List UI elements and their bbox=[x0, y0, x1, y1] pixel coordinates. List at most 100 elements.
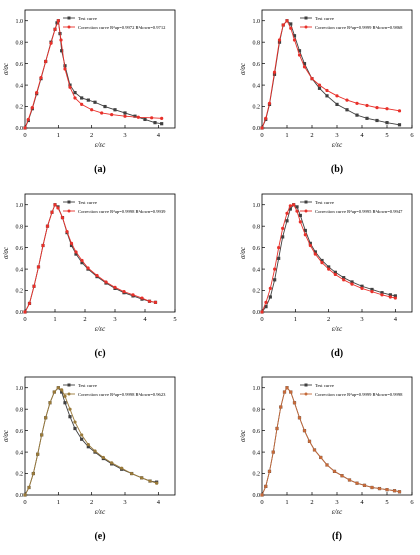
series-correction-curve bbox=[260, 19, 402, 130]
data-point bbox=[160, 122, 164, 126]
data-point bbox=[122, 290, 126, 294]
data-point bbox=[332, 469, 337, 473]
data-point bbox=[340, 474, 344, 478]
y-tick-label: 0.6 bbox=[16, 246, 24, 252]
data-point bbox=[80, 96, 84, 100]
x-tick-label: 2 bbox=[90, 499, 93, 506]
legend-entry: Test curve bbox=[78, 16, 97, 21]
y-tick-label: 0.6 bbox=[253, 246, 261, 252]
data-point bbox=[277, 38, 282, 42]
data-point bbox=[285, 19, 289, 23]
y-tick-label: 0.8 bbox=[253, 407, 261, 413]
series-correction-curve bbox=[23, 386, 159, 497]
data-point bbox=[123, 114, 127, 118]
data-point bbox=[56, 386, 60, 390]
data-point bbox=[289, 22, 293, 26]
data-point bbox=[23, 310, 27, 314]
data-point bbox=[302, 65, 307, 69]
data-point bbox=[345, 98, 349, 102]
data-point bbox=[370, 290, 374, 294]
series-line bbox=[261, 386, 400, 496]
panel-label: (d) bbox=[331, 348, 343, 359]
legend-marker bbox=[67, 16, 71, 20]
data-point bbox=[303, 228, 307, 233]
x-tick-label: 4 bbox=[360, 132, 364, 139]
data-point bbox=[385, 488, 389, 492]
data-point bbox=[110, 112, 114, 117]
y-tick-label: 0.4 bbox=[16, 83, 24, 89]
legend-entry: Correction curve R²up=0.9972 R²down=0.97… bbox=[78, 25, 166, 30]
data-point bbox=[80, 433, 84, 437]
data-point bbox=[36, 265, 41, 269]
data-point bbox=[333, 270, 337, 274]
x-tick-label: 0 bbox=[260, 316, 263, 323]
data-point bbox=[285, 211, 289, 215]
y-tick-label: 0.0 bbox=[16, 310, 24, 316]
legend-marker bbox=[304, 16, 308, 20]
y-tick-label: 0.8 bbox=[253, 224, 261, 230]
data-point bbox=[375, 118, 379, 123]
data-point bbox=[297, 49, 302, 53]
data-point bbox=[90, 108, 94, 112]
data-point bbox=[277, 256, 281, 260]
data-point bbox=[133, 114, 137, 118]
y-tick-label: 0.6 bbox=[16, 62, 24, 68]
x-axis-label: ε/εc bbox=[332, 141, 343, 149]
y-axis-label: σ/σc bbox=[2, 246, 10, 259]
data-point bbox=[80, 437, 84, 441]
data-point bbox=[350, 280, 354, 284]
data-point bbox=[160, 116, 164, 120]
series-test-curve bbox=[260, 203, 397, 314]
panel-label: (f) bbox=[332, 531, 342, 542]
y-tick-label: 0.4 bbox=[253, 83, 261, 89]
data-point bbox=[153, 300, 158, 304]
data-point bbox=[277, 246, 281, 250]
x-tick-label: 6 bbox=[410, 132, 414, 139]
series-line bbox=[24, 387, 157, 496]
series-line bbox=[24, 18, 162, 129]
data-point bbox=[325, 88, 329, 93]
data-point bbox=[68, 407, 72, 411]
x-tick-label: 1 bbox=[285, 499, 288, 506]
data-point bbox=[113, 108, 117, 112]
data-point bbox=[35, 91, 39, 95]
data-point bbox=[123, 111, 127, 115]
data-point bbox=[40, 433, 44, 437]
data-point bbox=[143, 117, 147, 122]
y-tick-label: 0.8 bbox=[16, 224, 24, 230]
chart-panel-1: 0 1 2 3 4 0.0 0.2 0.4 0.6 0.8 1.0 ε/εc σ/σc Test curv… bbox=[2, 9, 176, 175]
data-point bbox=[350, 282, 354, 286]
data-point bbox=[392, 489, 397, 493]
data-point bbox=[325, 463, 329, 467]
panel-label: (e) bbox=[94, 531, 105, 542]
chart-panel-3: 0 1 2 3 4 5 0.0 0.2 0.4 0.6 0.8 1.0 ε/εc σ/σc Test cur… bbox=[2, 193, 177, 359]
y-tick-label: 0.6 bbox=[253, 429, 261, 435]
data-point bbox=[295, 205, 299, 209]
data-point bbox=[375, 106, 379, 110]
data-point bbox=[335, 102, 339, 106]
plot-frame bbox=[24, 9, 176, 129]
legend: Test curve Correction curve R²up=0.9999 R… bbox=[300, 383, 403, 397]
x-tick-label: 1 bbox=[57, 132, 60, 139]
legend-marker bbox=[304, 392, 308, 396]
series-line bbox=[261, 204, 396, 313]
y-tick-label: 1.0 bbox=[16, 203, 24, 209]
data-point bbox=[292, 38, 297, 42]
data-point bbox=[153, 121, 157, 125]
data-point bbox=[380, 291, 384, 295]
data-point bbox=[31, 471, 35, 476]
data-point bbox=[68, 85, 72, 89]
legend-marker bbox=[304, 383, 308, 387]
legend-marker bbox=[67, 209, 71, 213]
data-point bbox=[288, 204, 292, 208]
y-tick-label: 0.8 bbox=[16, 407, 24, 413]
y-tick-label: 0.8 bbox=[16, 40, 24, 46]
x-tick-label: 4 bbox=[360, 499, 364, 506]
x-axis-label: ε/εc bbox=[332, 325, 343, 333]
data-point bbox=[397, 109, 402, 113]
data-point bbox=[327, 267, 331, 271]
data-point bbox=[327, 265, 331, 269]
data-point bbox=[264, 300, 268, 304]
data-point bbox=[377, 486, 382, 491]
data-point bbox=[56, 206, 60, 210]
